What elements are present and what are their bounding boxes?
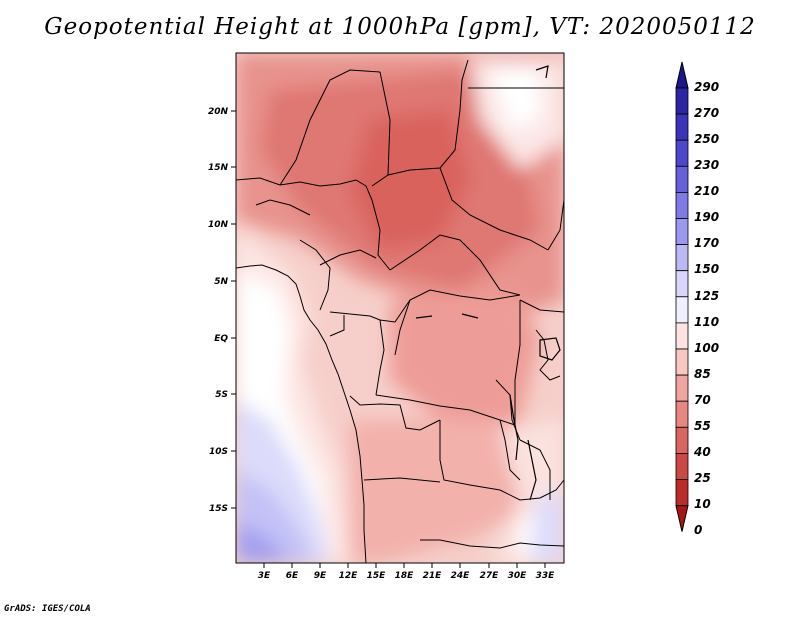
height-field [236,53,564,563]
colorbar-label: 10 [694,497,711,511]
lon-label: 9E [314,571,327,581]
colorbar-label: 85 [694,367,711,381]
colorbar-label: 150 [694,262,719,276]
lon-label: 3E [258,571,271,581]
colorbar-top-arrow [675,61,689,89]
colorbar-label: 250 [694,132,719,146]
colorbar-label: 190 [694,210,719,224]
lon-label: 6E [286,571,299,581]
colorbar-label: 25 [694,471,711,485]
colorbar-label: 210 [694,184,719,198]
lon-label: 24E [451,571,471,581]
colorbar-segment [675,139,689,167]
colorbar-label: 70 [694,393,711,407]
colorbar-segment [675,191,689,219]
colorbar-segment [675,270,689,298]
lon-label: 27E [480,571,500,581]
map-frame [235,52,565,564]
lat-label: 15N [208,163,229,173]
colorbar-label: 110 [694,315,719,329]
lat-label: 10S [209,447,228,457]
credit-text: GrADS: IGES/COLA [4,604,91,614]
colorbar-label: 100 [694,341,719,355]
country-borders [236,59,564,563]
colorbar-labels: 290 270 250 230 210 190 170 150 125 110 … [693,80,719,537]
colorbar-label: 55 [694,419,711,433]
colorbar-bottom-arrow [675,505,689,532]
lat-label: 5N [214,277,228,287]
lat-label: EQ [214,334,228,344]
colorbar-segment [675,113,689,141]
lat-ticks [231,110,236,509]
chart-title: Geopotential Height at 1000hPa [gpm], VT… [44,14,756,40]
lat-label: 20N [208,107,229,117]
colorbar-label: 270 [694,106,719,120]
colorbar-label: 0 [694,523,702,537]
lon-label: 18E [395,571,415,581]
colorbar-segment [675,87,689,115]
colorbar-segment [675,479,689,507]
lat-label: 5S [215,390,228,400]
colorbar-segment [675,296,689,324]
lon-labels: 3E 6E 9E 12E 15E 18E 21E 24E 27E 30E 33E [258,571,555,581]
lon-label: 15E [367,571,387,581]
colorbar: 290 270 250 230 210 190 170 150 125 110 … [675,61,719,537]
colorbar-segment [675,322,689,350]
lat-label: 15S [209,504,228,514]
colorbar-label: 125 [694,289,719,303]
colorbar-segment [675,244,689,272]
lon-label: 30E [508,571,528,581]
colorbar-segment [675,400,689,428]
colorbar-segment [675,426,689,454]
colorbar-segments [675,61,689,532]
colorbar-label: 290 [694,80,719,94]
lon-label: 21E [423,571,443,581]
lat-labels: 20N 15N 10N 5N EQ 5S 10S 15S [208,107,229,514]
colorbar-label: 170 [694,236,719,250]
colorbar-segment [675,218,689,246]
colorbar-segment [675,374,689,402]
lat-label: 10N [208,220,229,230]
lakes [415,65,561,501]
colorbar-segment [675,452,689,480]
colorbar-label: 230 [694,158,719,172]
lon-label: 12E [339,571,359,581]
lon-label: 33E [536,571,556,581]
colorbar-segment [675,348,689,376]
colorbar-segment [675,165,689,193]
colorbar-label: 40 [693,445,711,459]
lon-ticks [263,563,546,568]
